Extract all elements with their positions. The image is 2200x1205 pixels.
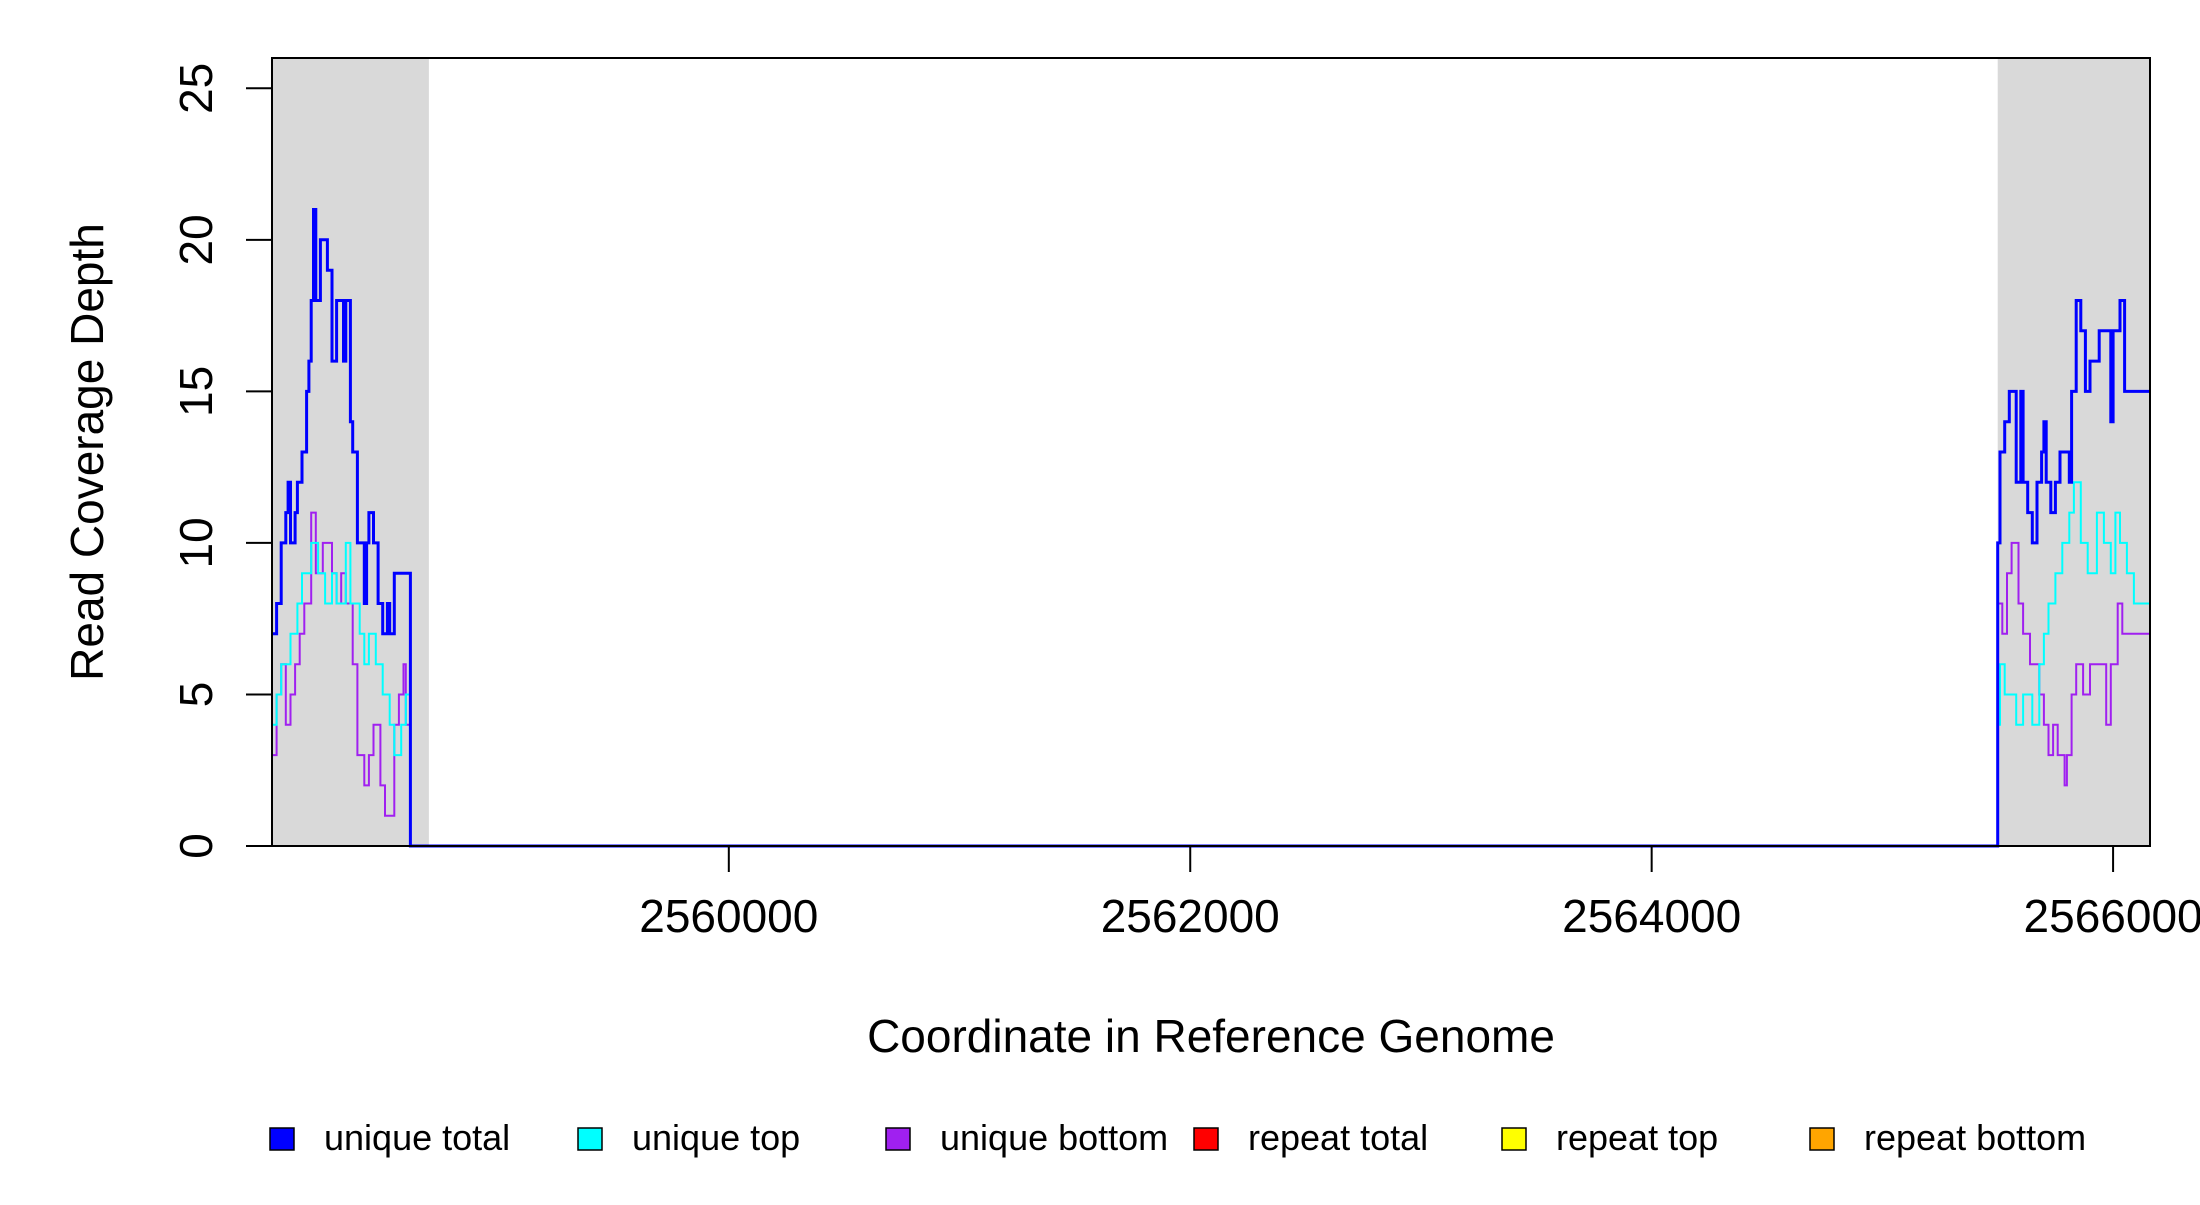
plot-frame <box>271 57 2151 847</box>
legend-swatch <box>885 1127 911 1151</box>
legend-swatch <box>1501 1127 1527 1151</box>
y-tick-label: 15 <box>170 366 222 417</box>
series-unique-bottom <box>272 511 2150 847</box>
legend-swatch <box>1809 1127 1835 1151</box>
y-tick-label: 10 <box>170 517 222 568</box>
legend-item-repeat-bottom: repeat bottom <box>1809 1117 2086 1158</box>
legend-label: repeat total <box>1248 1117 1428 1158</box>
y-axis-title: Read Coverage Depth <box>61 223 113 681</box>
legend-item-unique-total: unique total <box>269 1117 510 1158</box>
legend-label: unique bottom <box>940 1117 1168 1158</box>
legend-item-repeat-top: repeat top <box>1501 1117 1718 1158</box>
x-tick-label: 2564000 <box>1562 890 1741 942</box>
legend-swatch <box>1193 1127 1219 1151</box>
y-tick-label: 0 <box>170 833 222 859</box>
series-unique-top <box>272 481 2150 847</box>
shaded-regions <box>272 58 2150 846</box>
x-axis: 2560000 2562000 2564000 2566000 <box>639 846 2200 942</box>
y-tick-label: 20 <box>170 214 222 265</box>
y-tick-label: 5 <box>170 682 222 708</box>
series-lines <box>272 208 2150 848</box>
x-tick-label: 2560000 <box>639 890 818 942</box>
shaded-region-1 <box>272 58 429 846</box>
legend: unique total unique top unique bottom repea… <box>269 1117 2086 1158</box>
legend-label: repeat top <box>1556 1117 1718 1158</box>
legend-label: unique top <box>632 1117 800 1158</box>
legend-swatch <box>577 1127 603 1151</box>
x-tick-label: 2562000 <box>1101 890 1280 942</box>
legend-label: repeat bottom <box>1864 1117 2086 1158</box>
series-unique-total <box>272 208 2150 848</box>
legend-item-unique-bottom: unique bottom <box>885 1117 1168 1158</box>
legend-label: unique total <box>324 1117 510 1158</box>
legend-swatch <box>269 1127 295 1151</box>
x-tick-label: 2566000 <box>2024 890 2200 942</box>
y-tick-label: 25 <box>170 63 222 114</box>
x-axis-title: Coordinate in Reference Genome <box>867 1010 1555 1062</box>
legend-item-repeat-total: repeat total <box>1193 1117 1428 1158</box>
y-axis: 0 5 10 15 20 25 <box>170 63 272 859</box>
legend-item-unique-top: unique top <box>577 1117 800 1158</box>
